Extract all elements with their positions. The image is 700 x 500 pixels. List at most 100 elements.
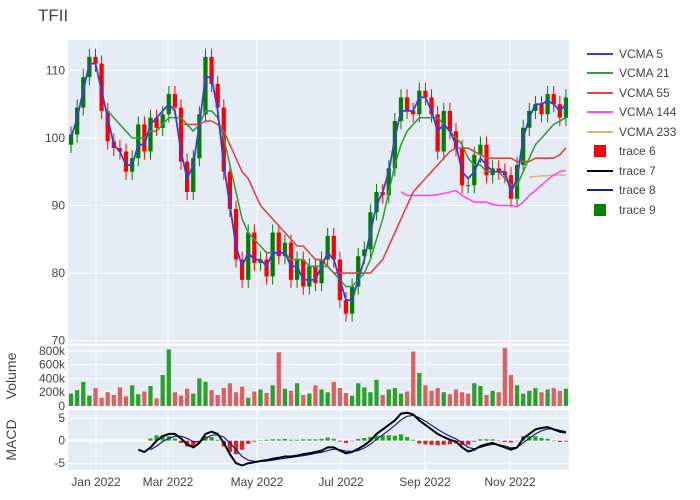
y-tick-label-macd: 5: [58, 411, 65, 425]
candle-body: [148, 117, 153, 152]
y-tick-label-volume: 800k: [39, 344, 66, 358]
macd-histogram-bar: [288, 439, 294, 441]
candle-body: [343, 300, 349, 314]
candle-body: [178, 107, 184, 162]
candle-body: [227, 171, 233, 209]
legend-item[interactable]: trace 6: [585, 142, 676, 162]
volume-bar: [374, 379, 379, 406]
candle-body: [411, 110, 416, 115]
macd-histogram-bar: [197, 440, 202, 442]
volume-bar: [191, 393, 196, 406]
legend-item[interactable]: VCMA 144: [585, 103, 676, 123]
volume-bar: [490, 390, 495, 406]
y-tick-label-price: 90: [52, 199, 66, 213]
legend-item[interactable]: VCMA 233: [585, 122, 676, 142]
x-tick-label: Sep 2022: [399, 475, 451, 489]
macd-histogram-bar: [435, 440, 440, 446]
series-line-vcma-233: [529, 174, 566, 178]
macd-histogram-bar: [368, 437, 373, 441]
macd-histogram-bar: [337, 440, 343, 442]
series-line-vcma-5: [70, 62, 567, 301]
volume-bar: [123, 396, 129, 406]
series-line-vcma-144: [400, 169, 567, 208]
macd-histogram-bar: [441, 440, 446, 445]
volume-bar: [417, 372, 422, 406]
series-line-vcma-21: [107, 110, 567, 288]
volume-bar: [105, 392, 110, 406]
candle-body: [246, 232, 251, 280]
candle-body: [276, 232, 281, 257]
volume-bar: [533, 388, 538, 406]
macd-histogram-bar: [417, 440, 422, 444]
x-tick-label: Jan 2022: [71, 475, 121, 489]
volume-bar: [337, 388, 343, 406]
candle-body: [551, 94, 556, 105]
candle-body: [93, 56, 98, 64]
legend-item[interactable]: VCMA 21: [585, 64, 676, 84]
volume-bar: [270, 385, 275, 406]
volume-bar: [545, 389, 550, 406]
candle-body: [404, 97, 410, 111]
volume-bar: [435, 388, 440, 406]
volume-bar: [185, 388, 190, 406]
y-tick-label-price: 110: [46, 63, 65, 77]
volume-bar: [319, 389, 324, 406]
macd-histogram-bar: [246, 440, 251, 444]
candle-body: [521, 127, 526, 165]
volume-bar: [99, 397, 104, 406]
macd-histogram-bar: [148, 438, 153, 441]
candle-body: [466, 185, 471, 187]
legend-item[interactable]: trace 7: [585, 161, 676, 181]
macd-histogram-bar: [258, 440, 263, 441]
candle-body: [203, 56, 208, 115]
volume-bar: [209, 390, 214, 406]
candle-body: [68, 134, 74, 145]
candle-body: [533, 104, 538, 111]
legend-label: VCMA 5: [619, 46, 664, 61]
legend-line-swatch: [585, 184, 615, 196]
candle-body: [154, 117, 159, 128]
candle-body: [75, 107, 80, 135]
candle-body: [233, 208, 239, 260]
candle-body: [258, 259, 263, 263]
macd-histogram-bar: [233, 440, 239, 455]
candle-body: [356, 256, 361, 287]
macd-histogram-bar: [557, 440, 562, 443]
volume-bar: [203, 381, 208, 406]
volume-bar: [252, 391, 257, 406]
volume-bar: [527, 390, 532, 406]
candle-body: [264, 259, 269, 277]
volume-bar: [111, 394, 116, 406]
volume-bar: [539, 392, 544, 406]
legend-label: VCMA 233: [619, 124, 677, 139]
volume-bar: [142, 391, 147, 406]
macd-histogram-bar: [551, 440, 556, 442]
x-tick-label: Mar 2022: [143, 475, 194, 489]
volume-bar: [264, 392, 269, 406]
legend-item[interactable]: trace 9: [585, 200, 676, 220]
x-tick-label: Nov 2022: [484, 475, 536, 489]
y-tick-label-volume: 200k: [39, 385, 66, 399]
macd-histogram-bar: [239, 440, 245, 450]
candle-body: [294, 259, 300, 280]
candle-body: [160, 114, 165, 128]
candle-body: [386, 168, 391, 196]
y-axis-label-volume: Volume: [3, 352, 19, 399]
macd-histogram-bar: [380, 435, 385, 441]
series-line-vcma-55: [181, 120, 567, 274]
volume-bar: [148, 386, 153, 406]
legend-label: VCMA 144: [619, 105, 677, 120]
volume-bar: [136, 394, 141, 406]
volume-bar: [563, 388, 569, 406]
legend-item[interactable]: trace 8: [585, 181, 676, 201]
candle-body: [545, 94, 550, 115]
y-tick-label-volume: 400k: [39, 371, 66, 385]
legend-item[interactable]: VCMA 5: [585, 44, 676, 64]
macd-histogram-bar: [478, 439, 483, 441]
volume-bar: [130, 385, 135, 406]
volume-bar: [362, 387, 367, 406]
candle-body: [123, 151, 129, 172]
legend-item[interactable]: VCMA 55: [585, 83, 676, 103]
